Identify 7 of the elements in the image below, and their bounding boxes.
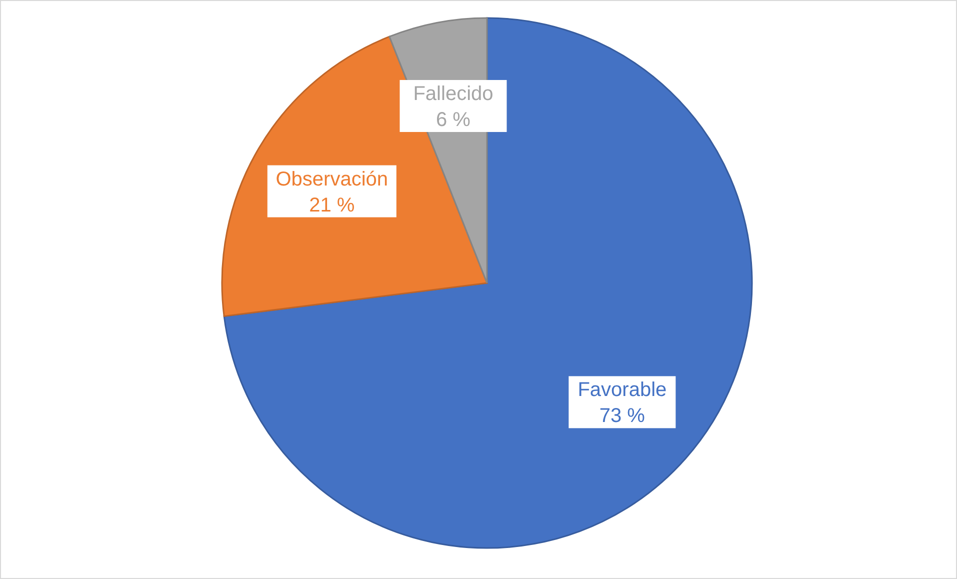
data-label: 6 % xyxy=(436,108,471,131)
data-label: 73 % xyxy=(599,405,646,428)
pie-slice xyxy=(223,17,753,548)
slice-label: Favorable xyxy=(578,379,667,402)
slice-label: Observación xyxy=(276,168,388,190)
slice-label: Fallecido xyxy=(413,82,494,105)
data-label: 21 % xyxy=(309,194,355,216)
